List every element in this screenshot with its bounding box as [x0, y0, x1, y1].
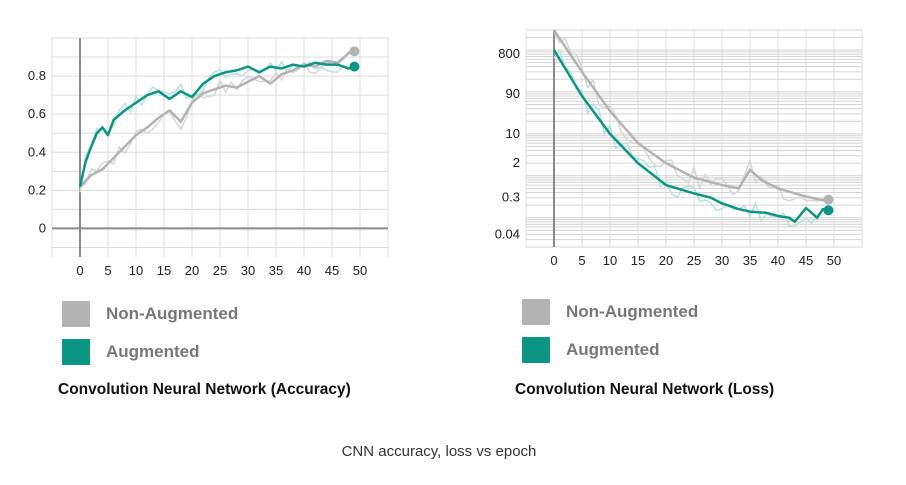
raw-series-line [79, 50, 355, 189]
accuracy-legend: Non-Augmented Augmented [62, 300, 238, 376]
accuracy-chart-title: Convolution Neural Network (Accuracy) [58, 381, 351, 398]
legend-swatch-non-augmented [522, 299, 550, 325]
x-tick-label: 50 [827, 253, 841, 268]
legend-item-augmented: Augmented [522, 336, 698, 364]
x-tick-label: 15 [157, 263, 171, 278]
legend-label: Augmented [566, 340, 660, 359]
figure-panel: 0 5 10 15 20 25 30 35 40 45 50 0 0.2 0.4 0.6 0.8 0 5 10 15… [10, 10, 868, 428]
y-tick-label: 0.3 [502, 190, 520, 205]
x-tick-label: 30 [241, 263, 255, 278]
x-tick-label: 15 [631, 253, 645, 268]
y-tick-label: 800 [498, 46, 520, 61]
x-tick-label: 10 [603, 253, 617, 268]
legend-label: Augmented [106, 342, 200, 361]
legend-swatch-non-augmented [62, 301, 90, 327]
x-tick-label: 0 [76, 263, 83, 278]
augmented-series-line [552, 49, 829, 224]
legend-item-non-augmented: Non-Augmented [522, 298, 698, 326]
x-tick-label: 25 [213, 263, 227, 278]
x-tick-label: 5 [104, 263, 111, 278]
loss-chart: 0 5 10 15 20 25 30 35 40 45 50 800 90 10 2 0.3 0.04 [495, 29, 863, 268]
y-tick-label: 0.6 [28, 106, 46, 121]
legend-swatch-augmented [62, 339, 90, 365]
augmented-end-point [349, 61, 360, 72]
x-tick-label: 40 [771, 253, 785, 268]
y-tick-label: 10 [506, 126, 520, 141]
x-tick-label: 5 [578, 253, 585, 268]
x-tick-label: 40 [297, 263, 311, 278]
x-tick-label: 10 [129, 263, 143, 278]
loss-chart-title: Convolution Neural Network (Loss) [515, 381, 775, 398]
non-augmented-end-point [349, 46, 360, 57]
y-tick-label: 0.2 [28, 182, 46, 197]
y-tick-label: 0.04 [495, 226, 520, 241]
x-tick-label: 20 [185, 263, 199, 278]
accuracy-chart: 0 5 10 15 20 25 30 35 40 45 50 0 0.2 0.4 0.6 0.8 [28, 37, 389, 278]
y-tick-label: 0.4 [28, 144, 46, 159]
x-tick-label: 20 [659, 253, 673, 268]
y-tick-label: 0.8 [28, 68, 46, 83]
y-tick-label: 90 [506, 86, 520, 101]
legend-label: Non-Augmented [106, 304, 239, 323]
raw-series-line [79, 60, 356, 193]
loss-legend: Non-Augmented Augmented [522, 298, 698, 374]
x-tick-label: 35 [743, 253, 757, 268]
non-augmented-end-point [823, 194, 834, 205]
augmented-end-point [823, 205, 834, 216]
augmented-series-line [78, 61, 355, 187]
non-augmented-series-line [552, 29, 829, 202]
raw-series-line [553, 49, 829, 227]
legend-label: Non-Augmented [566, 302, 699, 321]
figure-caption: CNN accuracy, loss vs epoch [341, 443, 537, 460]
x-tick-label: 45 [799, 253, 813, 268]
legend-swatch-augmented [522, 337, 550, 363]
x-tick-label: 45 [325, 263, 339, 278]
x-tick-label: 30 [715, 253, 729, 268]
y-tick-label: 0 [39, 220, 46, 235]
y-tick-label: 2 [513, 155, 520, 170]
x-tick-label: 35 [269, 263, 283, 278]
x-tick-label: 50 [353, 263, 367, 278]
legend-item-augmented: Augmented [62, 338, 238, 366]
x-tick-label: 0 [550, 253, 557, 268]
non-augmented-series-line [79, 50, 355, 188]
legend-item-non-augmented: Non-Augmented [62, 300, 238, 328]
x-tick-label: 25 [687, 253, 701, 268]
